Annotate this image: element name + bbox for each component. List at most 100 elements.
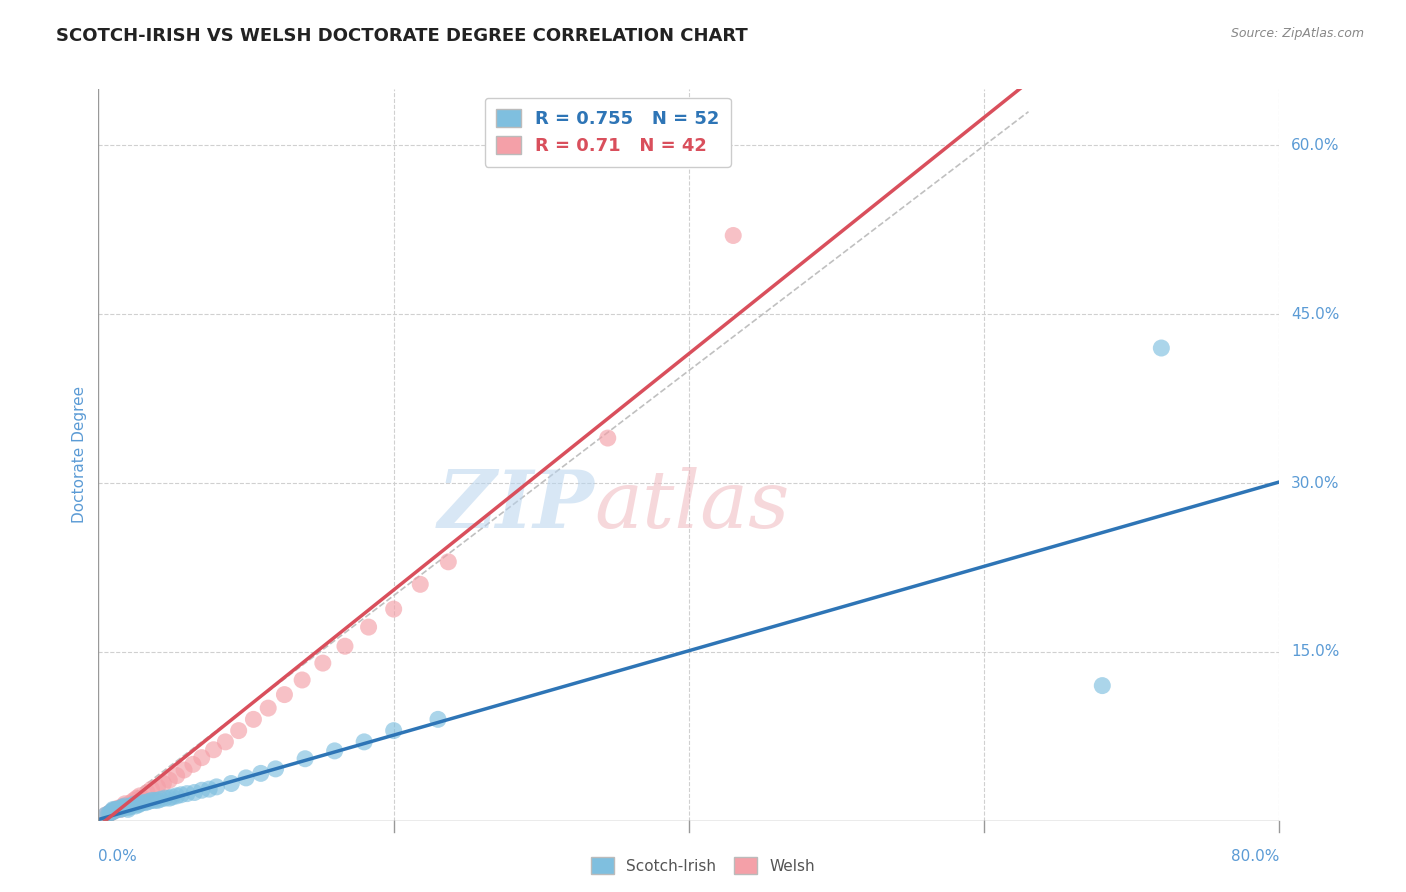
Text: 60.0%: 60.0%: [1291, 138, 1340, 153]
Point: [312, 656, 335, 670]
Point: [264, 762, 287, 776]
Text: 30.0%: 30.0%: [1291, 475, 1340, 491]
Point: [198, 782, 221, 797]
Point: [138, 795, 160, 809]
Point: [107, 802, 129, 816]
Point: [132, 796, 155, 810]
Point: [122, 793, 145, 807]
Point: [110, 802, 132, 816]
Point: [166, 789, 188, 803]
Point: [146, 780, 169, 794]
Point: [257, 701, 280, 715]
Point: [221, 776, 243, 790]
Point: [128, 797, 150, 811]
Point: [121, 797, 143, 812]
Point: [153, 791, 176, 805]
Point: [110, 801, 132, 815]
Point: [183, 785, 205, 799]
Point: [98, 805, 121, 820]
Text: 0.0%: 0.0%: [98, 849, 138, 863]
Point: [427, 712, 450, 726]
Point: [125, 791, 148, 805]
Point: [103, 804, 125, 818]
Point: [97, 806, 120, 821]
Point: [191, 750, 214, 764]
Point: [173, 763, 195, 777]
Point: [143, 793, 166, 807]
Point: [146, 793, 169, 807]
Point: [228, 723, 250, 738]
Text: 45.0%: 45.0%: [1291, 307, 1340, 322]
Point: [1150, 341, 1173, 355]
Point: [112, 801, 135, 815]
Point: [120, 799, 142, 814]
Text: SCOTCH-IRISH VS WELSH DOCTORATE DEGREE CORRELATION CHART: SCOTCH-IRISH VS WELSH DOCTORATE DEGREE C…: [56, 27, 748, 45]
Point: [157, 791, 180, 805]
Text: Source: ZipAtlas.com: Source: ZipAtlas.com: [1230, 27, 1364, 40]
Point: [100, 805, 122, 819]
Point: [162, 790, 183, 805]
Point: [105, 802, 128, 816]
Point: [111, 800, 134, 814]
Point: [107, 801, 129, 815]
Text: 80.0%: 80.0%: [1232, 849, 1279, 863]
Point: [214, 735, 236, 749]
Text: 15.0%: 15.0%: [1291, 644, 1340, 659]
Legend: Scotch-Irish, Welsh: Scotch-Irish, Welsh: [585, 851, 821, 880]
Point: [273, 688, 295, 702]
Point: [235, 771, 257, 785]
Point: [191, 783, 214, 797]
Point: [136, 785, 159, 799]
Point: [409, 577, 432, 591]
Point: [141, 793, 163, 807]
Point: [437, 555, 460, 569]
Point: [135, 796, 157, 810]
Point: [1091, 679, 1114, 693]
Point: [100, 805, 122, 819]
Point: [127, 797, 149, 812]
Point: [242, 712, 264, 726]
Point: [128, 789, 150, 803]
Point: [103, 802, 125, 816]
Point: [596, 431, 619, 445]
Point: [94, 808, 117, 822]
Point: [124, 797, 146, 811]
Point: [157, 773, 180, 788]
Point: [104, 804, 127, 818]
Point: [124, 799, 146, 814]
Point: [152, 776, 174, 790]
Point: [205, 780, 228, 794]
Point: [118, 800, 141, 814]
Point: [103, 804, 125, 818]
Point: [103, 805, 125, 819]
Y-axis label: Doctorate Degree: Doctorate Degree: [72, 386, 87, 524]
Point: [117, 802, 139, 816]
Text: atlas: atlas: [595, 467, 790, 545]
Point: [294, 752, 316, 766]
Point: [111, 800, 134, 814]
Text: ZIP: ZIP: [437, 467, 595, 545]
Point: [323, 744, 346, 758]
Point: [170, 788, 193, 802]
Point: [149, 792, 172, 806]
Point: [382, 723, 405, 738]
Point: [105, 802, 128, 816]
Point: [112, 799, 135, 814]
Point: [114, 799, 136, 814]
Point: [291, 673, 314, 687]
Point: [132, 791, 155, 805]
Point: [382, 602, 405, 616]
Point: [110, 802, 132, 816]
Point: [176, 787, 198, 801]
Point: [97, 806, 120, 821]
Point: [353, 735, 375, 749]
Point: [202, 743, 225, 757]
Point: [114, 797, 136, 811]
Point: [141, 782, 163, 797]
Point: [333, 639, 356, 653]
Point: [181, 757, 204, 772]
Legend: R = 0.755   N = 52, R = 0.71   N = 42: R = 0.755 N = 52, R = 0.71 N = 42: [485, 97, 731, 167]
Point: [98, 805, 121, 820]
Point: [166, 769, 188, 783]
Point: [94, 808, 117, 822]
